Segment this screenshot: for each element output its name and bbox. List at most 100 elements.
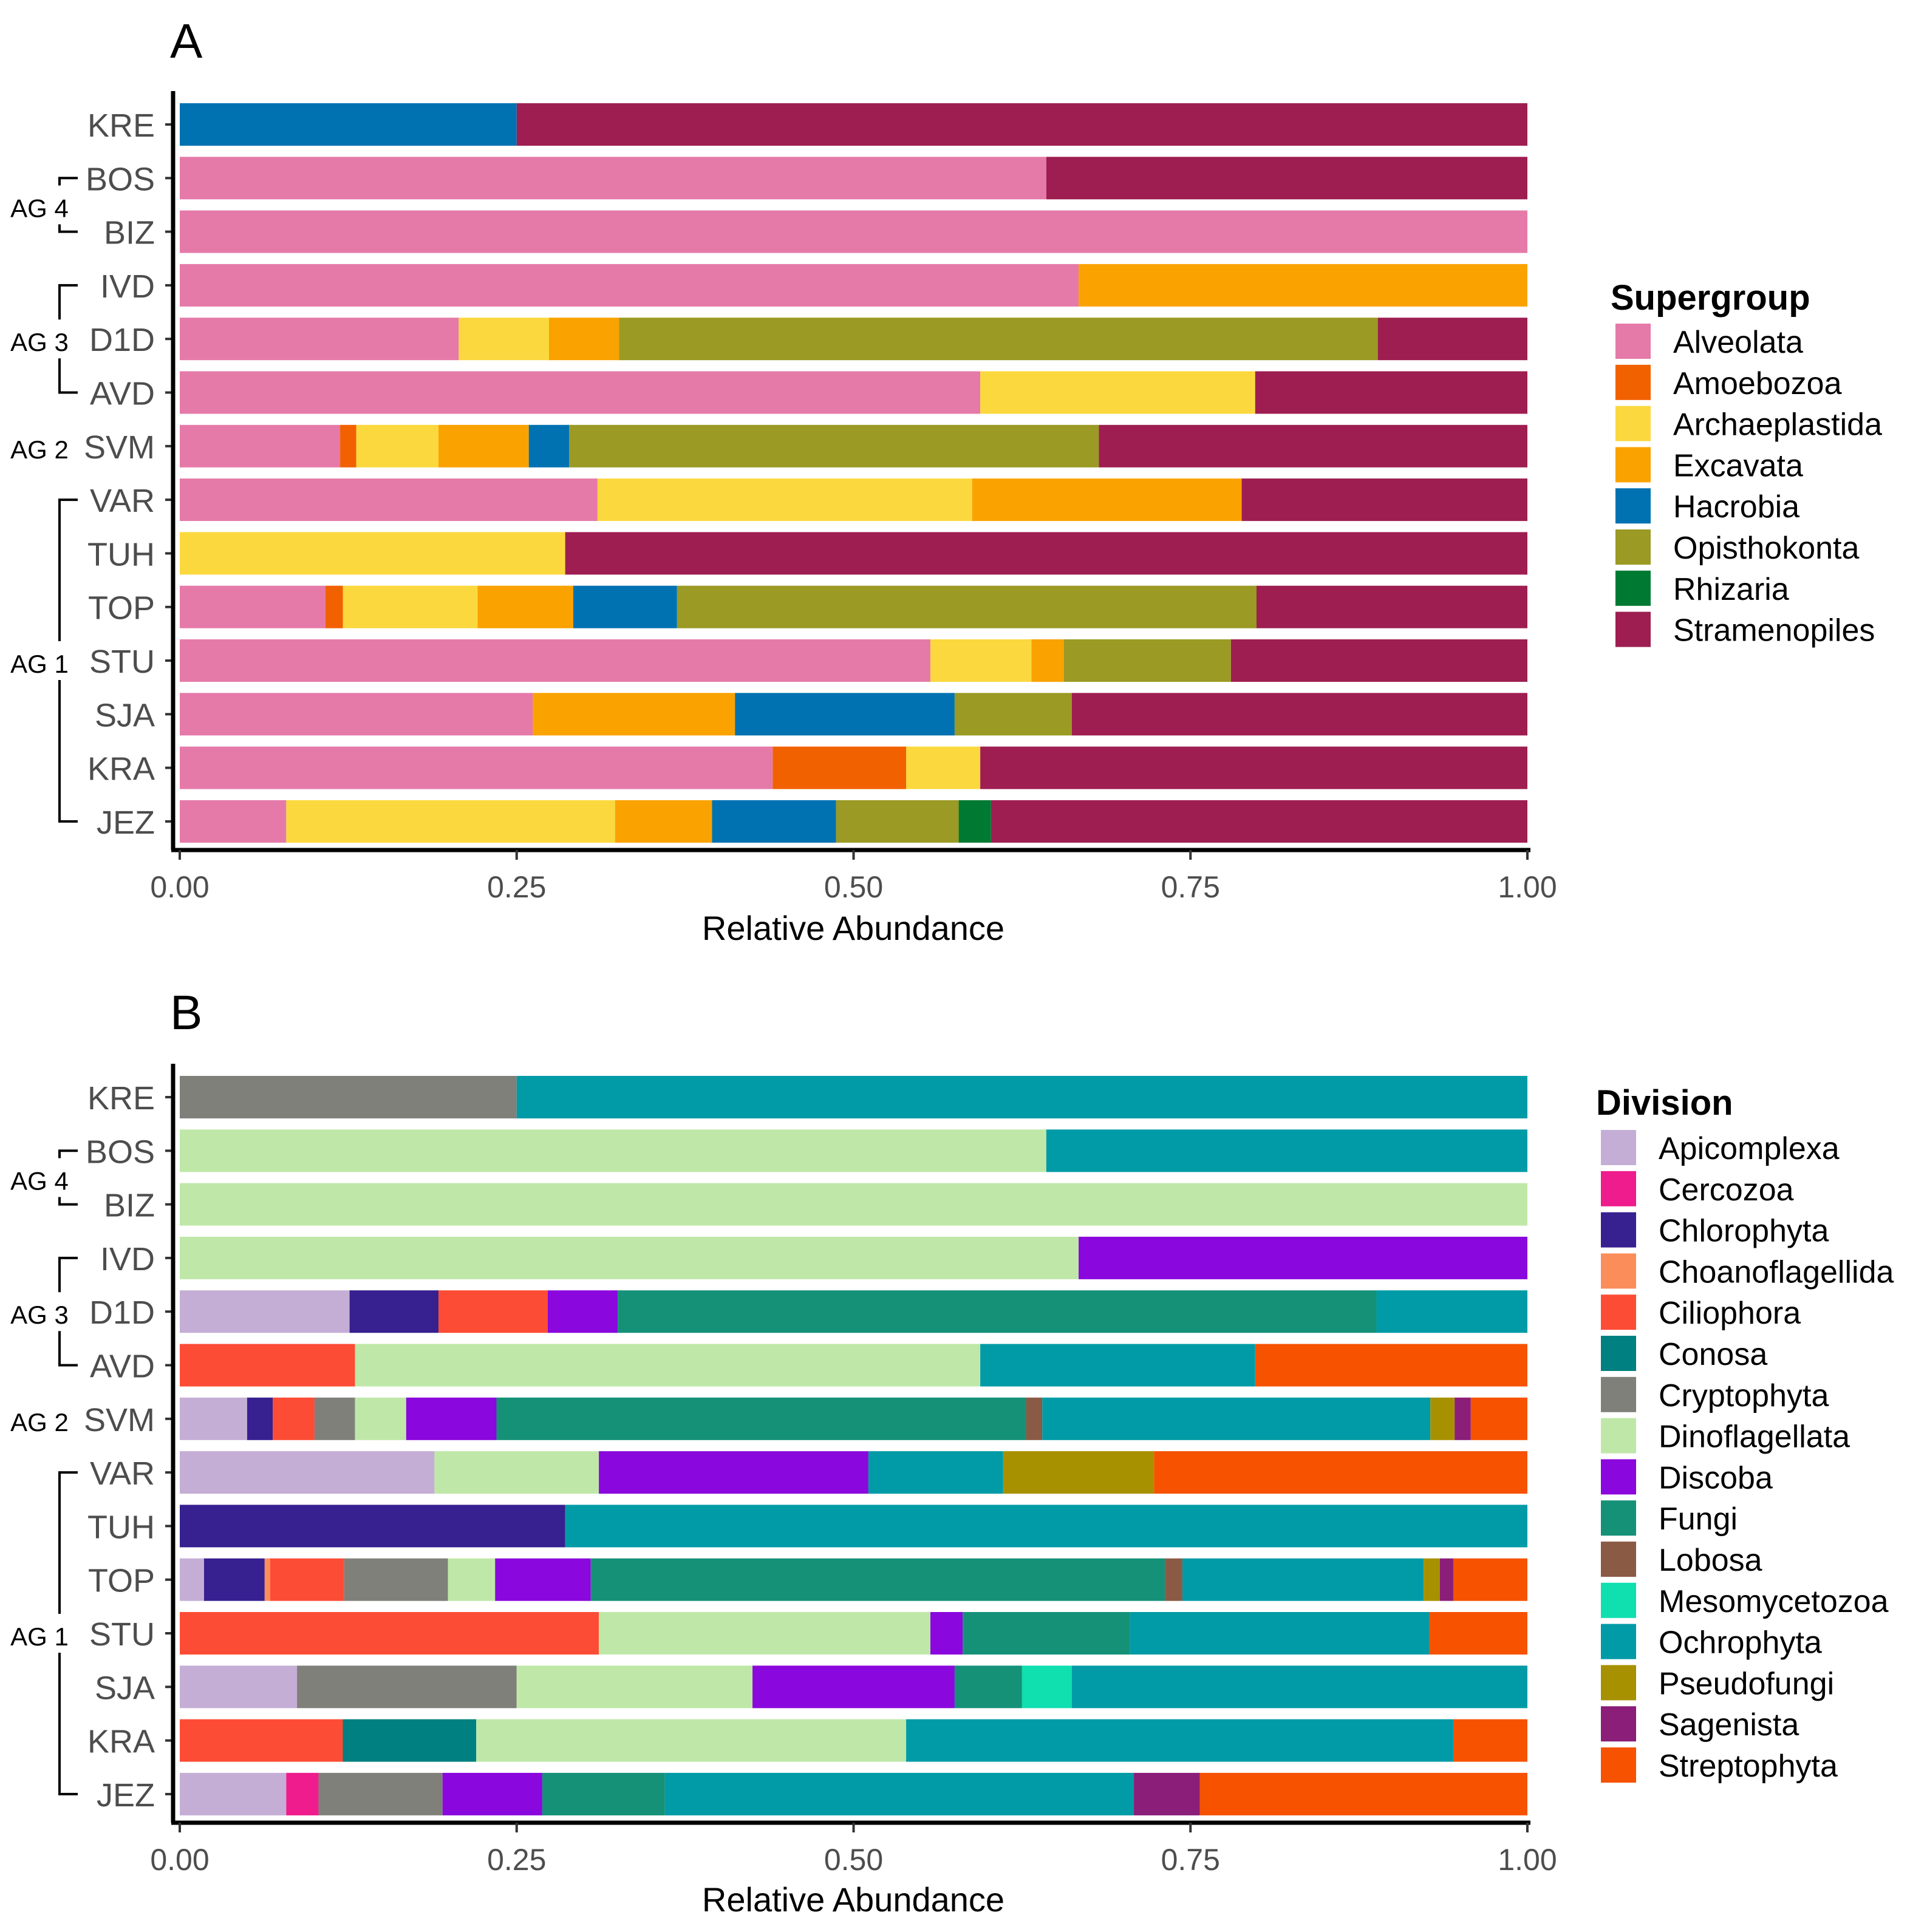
bar-segment — [972, 478, 1242, 522]
bar-segment — [340, 424, 356, 468]
y-tick-label: AVD — [90, 376, 155, 412]
y-tick-label: TOP — [88, 590, 155, 627]
bar-segment — [434, 1451, 599, 1494]
bar-segment — [180, 746, 773, 789]
y-tick-label: BIZ — [104, 1188, 155, 1224]
bar-segment — [1230, 639, 1527, 682]
legend-label: Cryptophyta — [1659, 1378, 1829, 1413]
bar-segment — [180, 1290, 350, 1333]
legend-label: Archaeplastida — [1673, 407, 1882, 443]
y-tick-label: TOP — [88, 1563, 155, 1599]
bar-segment — [286, 800, 615, 843]
group-label: AG 3 — [10, 1301, 69, 1329]
bar-segment — [618, 1290, 1377, 1333]
bar-segment — [1003, 1451, 1154, 1494]
bar-segment — [1470, 1397, 1527, 1440]
bar-segment — [712, 800, 836, 843]
bar-segment — [516, 1076, 1527, 1118]
legend-label: Mesomycetozoa — [1659, 1584, 1889, 1619]
bar-segment — [180, 693, 533, 736]
bar-segment — [1071, 693, 1527, 736]
bar-segment — [180, 210, 1527, 253]
bar-segment — [477, 585, 573, 628]
bar-segment — [180, 1236, 1079, 1279]
bar-segment — [1031, 639, 1064, 682]
bar-segment — [958, 800, 991, 843]
bar-segment — [1453, 1558, 1527, 1601]
y-tick-label: SJA — [95, 697, 155, 733]
y-tick-label: JEZ — [97, 804, 155, 841]
legend-swatch — [1615, 406, 1651, 441]
bar-segment — [1377, 318, 1527, 361]
legend-label: Alveolata — [1673, 325, 1803, 360]
bar-segment — [1255, 1344, 1527, 1387]
bar-segment — [677, 585, 1257, 628]
legend-swatch — [1601, 1582, 1636, 1618]
x-ticks: 0.00 0.25 0.50 0.75 1.00 — [150, 1823, 1557, 1877]
y-tick-label: STU — [89, 644, 155, 680]
bar-segment — [752, 1665, 955, 1709]
x-tick-label: 0.75 — [1161, 1843, 1220, 1877]
bar-segment — [735, 693, 955, 736]
bar-segment — [1026, 1397, 1043, 1440]
bar-segment — [442, 1772, 542, 1815]
bar-segment — [438, 1290, 548, 1333]
legend-swatch — [1601, 1706, 1636, 1742]
bar-segment — [180, 585, 326, 628]
group-brackets: AG 4 AG 3 AG 2 AG 1 — [10, 177, 78, 823]
panel-a: A KRE BOS BIZ IVD D1D AVD SVM VAR TUH TOP STU SJA KR… — [10, 14, 1882, 947]
bar-segment — [180, 1076, 517, 1118]
legend-swatch — [1601, 1171, 1636, 1206]
group-label: AG 3 — [10, 328, 69, 356]
legend-swatch — [1601, 1459, 1636, 1495]
bar-segment — [180, 103, 517, 146]
legend-label: Pseudofungi — [1659, 1666, 1834, 1701]
y-tick-label: IVD — [100, 1241, 155, 1277]
bar-segment — [906, 1719, 1453, 1762]
bar-segment — [954, 1665, 1022, 1709]
x-tick-label: 0.00 — [150, 1843, 209, 1877]
bar-segment — [314, 1397, 355, 1440]
bar-segment — [542, 1772, 665, 1815]
x-ticks: 0.00 0.25 0.50 0.75 1.00 — [150, 850, 1557, 904]
panel-b: B KREBOSBIZIVDD1DAVDSVMVARTUHTOPSTUSJAKR… — [10, 985, 1894, 1919]
y-tick-label: BIZ — [104, 215, 155, 251]
bar-segment — [1130, 1612, 1430, 1655]
bar-segment — [1079, 1236, 1527, 1279]
bar-segment — [180, 1558, 204, 1601]
bar-segment — [664, 1772, 1134, 1815]
bar-segment — [180, 1397, 247, 1440]
legend-swatch — [1615, 529, 1651, 565]
y-tick-label: KRE — [87, 1080, 155, 1117]
bar-segment — [356, 424, 439, 468]
legend-label: Amoebozoa — [1673, 366, 1842, 401]
bar-segment — [980, 746, 1527, 789]
bar-segment — [180, 1612, 599, 1655]
bar-segment — [516, 1665, 753, 1709]
bar-segment — [476, 1719, 907, 1762]
group-label: AG 4 — [10, 194, 69, 222]
bar-segment — [1453, 1719, 1527, 1762]
legend-title: Supergroup — [1611, 278, 1810, 318]
bar-segment — [954, 693, 1072, 736]
x-tick-label: 0.25 — [487, 870, 546, 904]
group-bracket — [58, 498, 78, 823]
bar-segment — [590, 1558, 1165, 1601]
legend-items: Alveolata Amoebozoa Archaeplastida Excavata… — [1615, 324, 1882, 648]
bar-segment — [180, 1344, 355, 1387]
legend-swatch — [1601, 1130, 1636, 1165]
group-label: AG 1 — [10, 1622, 69, 1651]
bar-segment — [448, 1558, 496, 1601]
group-label: AG 4 — [10, 1166, 69, 1195]
bar-segment — [1241, 478, 1527, 522]
bar-segment — [180, 478, 598, 522]
bar-segment — [203, 1558, 265, 1601]
legend-swatch — [1601, 1542, 1636, 1577]
legend-label: Streptophyta — [1659, 1749, 1838, 1784]
bar-layer — [180, 103, 1527, 843]
bar-segment — [549, 318, 619, 361]
bar-segment — [355, 1344, 981, 1387]
bar-segment — [180, 318, 459, 361]
bar-segment — [963, 1612, 1130, 1655]
